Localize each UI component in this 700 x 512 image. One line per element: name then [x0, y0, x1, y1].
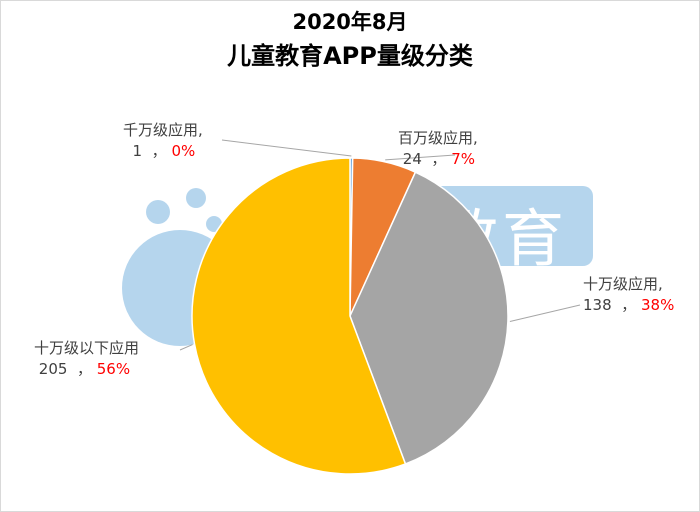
leader-line — [221, 139, 352, 157]
leader-line — [179, 344, 193, 351]
slice-name: 十万级以下应用 — [34, 339, 140, 357]
slice-name: 千万级应用, — [123, 121, 203, 139]
slice-label-qianwan: 千万级应用, 1 ， 0% — [123, 120, 203, 162]
slice-percent: 0% — [171, 142, 196, 160]
slice-percent: 56% — [96, 360, 131, 378]
slice-percent: 38% — [640, 296, 675, 314]
pie-slice-shiwan-below — [191, 157, 407, 475]
slice-name: 十万级应用, — [583, 275, 663, 293]
slice-separator: ， — [621, 296, 637, 314]
slice-separator: ， — [76, 360, 92, 378]
chart-subtitle: 儿童教育APP量级分类 — [227, 42, 473, 70]
slice-name: 百万级应用, — [398, 129, 478, 147]
slice-value: 138 — [583, 296, 612, 314]
slice-label-shiwan-below: 十万级以下应用 205 ， 56% — [34, 338, 139, 380]
leader-line — [385, 154, 456, 161]
slice-value: 24 — [402, 150, 422, 168]
slice-label-baiwan: 百万级应用, 24 ， 7% — [398, 128, 478, 170]
slice-percent: 7% — [451, 150, 476, 168]
slice-value: 205 — [38, 360, 68, 378]
leader-line — [509, 304, 581, 322]
slice-separator: ， — [431, 150, 447, 168]
pie-slice-shiwan — [349, 171, 509, 465]
slice-label-shiwan: 十万级应用, 138 ， 38% — [583, 274, 674, 316]
slice-separator: ， — [151, 142, 167, 160]
chart-title: 2020年8月 — [292, 10, 408, 34]
slice-value: 1 — [132, 142, 143, 160]
